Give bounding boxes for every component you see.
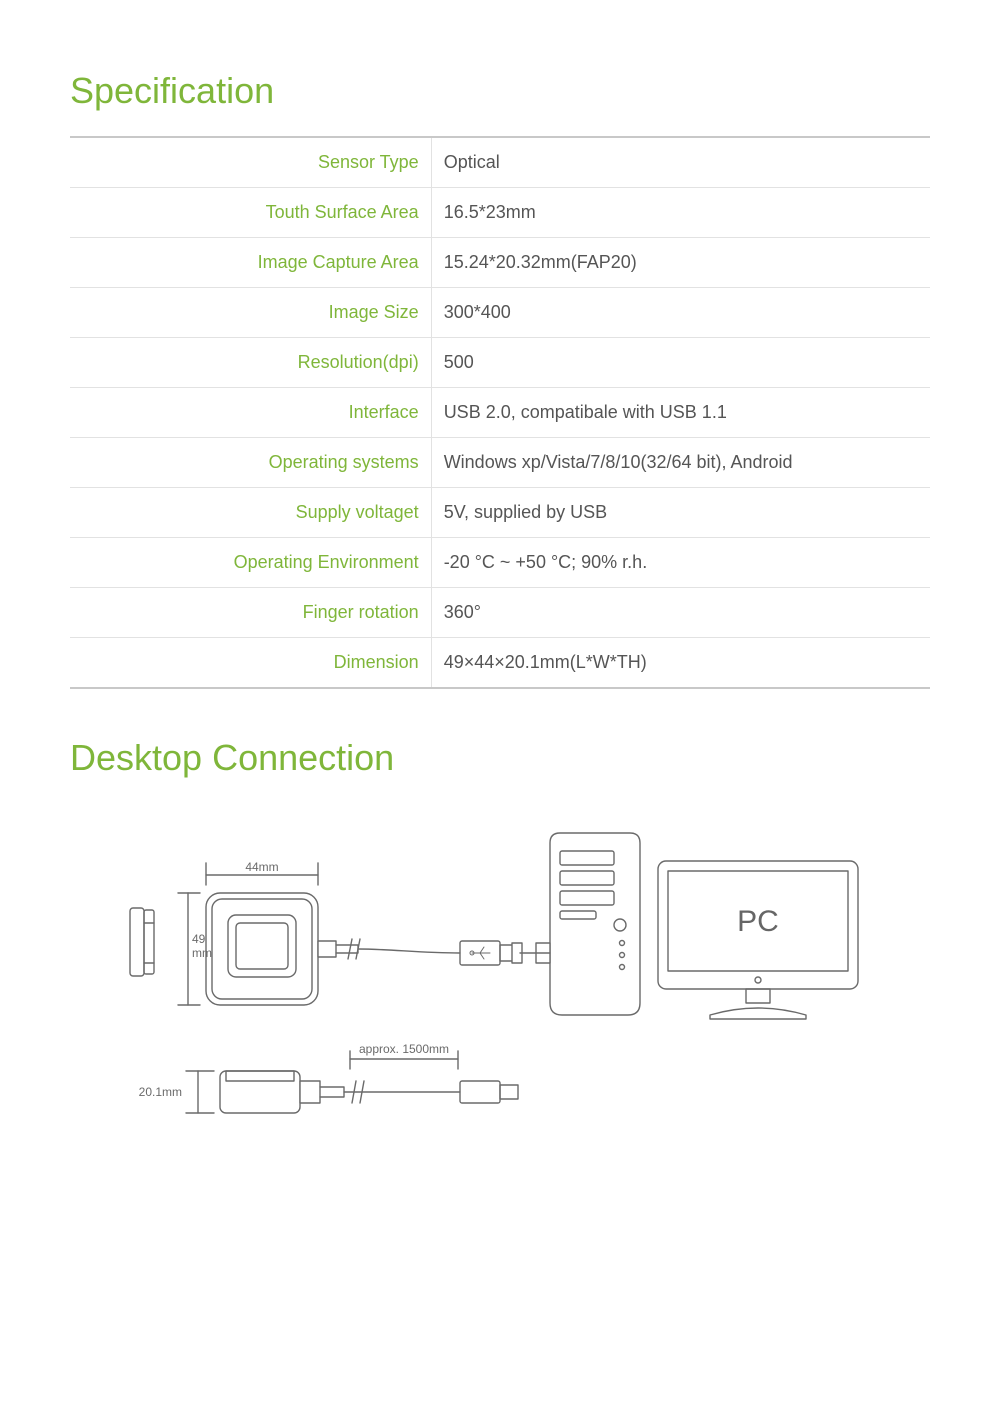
spec-row: Dimension49×44×20.1mm(L*W*TH) — [70, 638, 930, 689]
spec-row: Operating Environment-20 °C ~ +50 °C; 90… — [70, 538, 930, 588]
spec-value: 360° — [431, 588, 930, 638]
spec-label: Interface — [70, 388, 431, 438]
specification-heading: Specification — [70, 70, 930, 112]
spec-value: -20 °C ~ +50 °C; 90% r.h. — [431, 538, 930, 588]
spec-value: 500 — [431, 338, 930, 388]
cable-bottom — [344, 1081, 518, 1103]
spec-value: 16.5*23mm — [431, 188, 930, 238]
spec-value: Windows xp/Vista/7/8/10(32/64 bit), Andr… — [431, 438, 930, 488]
device-side-large — [220, 1071, 344, 1113]
spec-label: Finger rotation — [70, 588, 431, 638]
spec-row: Finger rotation360° — [70, 588, 930, 638]
usb-plug: USB — [460, 941, 528, 965]
connection-diagram: 44mm 49 mm USB — [70, 803, 930, 1143]
spec-row: Sensor TypeOptical — [70, 137, 930, 188]
spec-value: Optical — [431, 137, 930, 188]
spec-row: Image Capture Area15.24*20.32mm(FAP20) — [70, 238, 930, 288]
specification-table: Sensor TypeOpticalTouth Surface Area16.5… — [70, 136, 930, 689]
svg-text:20.1mm: 20.1mm — [139, 1085, 182, 1099]
spec-label: Operating Environment — [70, 538, 431, 588]
pc-tower — [520, 833, 640, 1015]
dimension-thickness: 20.1mm — [139, 1071, 214, 1113]
device-side-small — [130, 908, 154, 976]
svg-text:PC: PC — [737, 905, 779, 938]
spec-value: 300*400 — [431, 288, 930, 338]
svg-text:approx. 1500mm: approx. 1500mm — [359, 1042, 449, 1056]
spec-row: Touth Surface Area16.5*23mm — [70, 188, 930, 238]
spec-label: Image Capture Area — [70, 238, 431, 288]
spec-label: Supply voltaget — [70, 488, 431, 538]
connection-heading: Desktop Connection — [70, 737, 930, 779]
svg-text:44mm: 44mm — [245, 860, 278, 874]
spec-value: 49×44×20.1mm(L*W*TH) — [431, 638, 930, 689]
dimension-width: 44mm — [206, 860, 318, 885]
spec-label: Sensor Type — [70, 137, 431, 188]
spec-row: Supply voltaget5V, supplied by USB — [70, 488, 930, 538]
spec-label: Operating systems — [70, 438, 431, 488]
svg-text:mm: mm — [192, 946, 212, 960]
dimension-cable: approx. 1500mm — [350, 1042, 458, 1069]
spec-label: Touth Surface Area — [70, 188, 431, 238]
spec-value: 15.24*20.32mm(FAP20) — [431, 238, 930, 288]
spec-label: Dimension — [70, 638, 431, 689]
spec-row: InterfaceUSB 2.0, compatibale with USB 1… — [70, 388, 930, 438]
spec-label: Image Size — [70, 288, 431, 338]
pc-monitor: PC — [658, 861, 858, 1019]
device-top-view — [206, 893, 358, 1005]
cable-top — [348, 939, 460, 959]
svg-text:49: 49 — [192, 932, 206, 946]
spec-row: Resolution(dpi)500 — [70, 338, 930, 388]
spec-row: Image Size300*400 — [70, 288, 930, 338]
dimension-height: 49 mm — [178, 893, 212, 1005]
spec-row: Operating systemsWindows xp/Vista/7/8/10… — [70, 438, 930, 488]
spec-value: 5V, supplied by USB — [431, 488, 930, 538]
spec-label: Resolution(dpi) — [70, 338, 431, 388]
spec-value: USB 2.0, compatibale with USB 1.1 — [431, 388, 930, 438]
